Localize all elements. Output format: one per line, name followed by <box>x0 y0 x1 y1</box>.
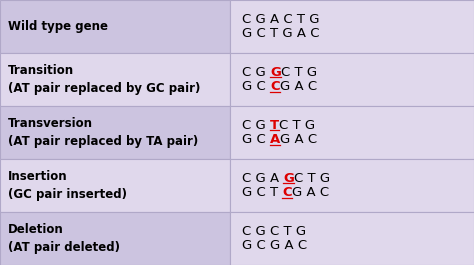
Text: C T G: C T G <box>281 65 317 79</box>
Text: G A C: G A C <box>292 186 329 200</box>
Text: A: A <box>270 133 280 147</box>
Text: (AT pair replaced by GC pair): (AT pair replaced by GC pair) <box>8 82 201 95</box>
Text: C G A C T G: C G A C T G <box>242 12 319 26</box>
Text: (GC pair inserted): (GC pair inserted) <box>8 188 127 201</box>
Text: C G A: C G A <box>242 171 283 185</box>
Text: G A C: G A C <box>280 80 317 94</box>
Text: C T G: C T G <box>279 118 315 132</box>
Text: G C G A C: G C G A C <box>242 239 307 253</box>
Bar <box>230 106 474 159</box>
Text: C G: C G <box>242 118 270 132</box>
Bar <box>0 159 230 212</box>
Text: G: G <box>283 171 294 185</box>
Text: G C: G C <box>242 80 270 94</box>
Text: C G C T G: C G C T G <box>242 224 306 238</box>
Text: G: G <box>270 65 281 79</box>
Bar <box>0 53 230 106</box>
Text: G C: G C <box>242 133 270 147</box>
Text: (AT pair deleted): (AT pair deleted) <box>8 241 120 254</box>
Bar <box>230 0 474 53</box>
Text: G C T: G C T <box>242 186 282 200</box>
Text: Wild type gene: Wild type gene <box>8 20 108 33</box>
Bar <box>230 212 474 265</box>
Text: T: T <box>270 118 279 132</box>
Text: C G: C G <box>242 65 270 79</box>
Text: C T G: C T G <box>294 171 330 185</box>
Bar <box>0 106 230 159</box>
Text: Transition: Transition <box>8 64 74 77</box>
Text: C: C <box>282 186 292 200</box>
Bar <box>0 212 230 265</box>
Bar <box>230 53 474 106</box>
Text: Insertion: Insertion <box>8 170 68 183</box>
Text: G C T G A C: G C T G A C <box>242 27 319 41</box>
Text: G A C: G A C <box>280 133 317 147</box>
Text: C: C <box>270 80 280 94</box>
Bar <box>0 0 230 53</box>
Text: Deletion: Deletion <box>8 223 64 236</box>
Text: Transversion: Transversion <box>8 117 93 130</box>
Bar <box>230 159 474 212</box>
Text: (AT pair replaced by TA pair): (AT pair replaced by TA pair) <box>8 135 198 148</box>
